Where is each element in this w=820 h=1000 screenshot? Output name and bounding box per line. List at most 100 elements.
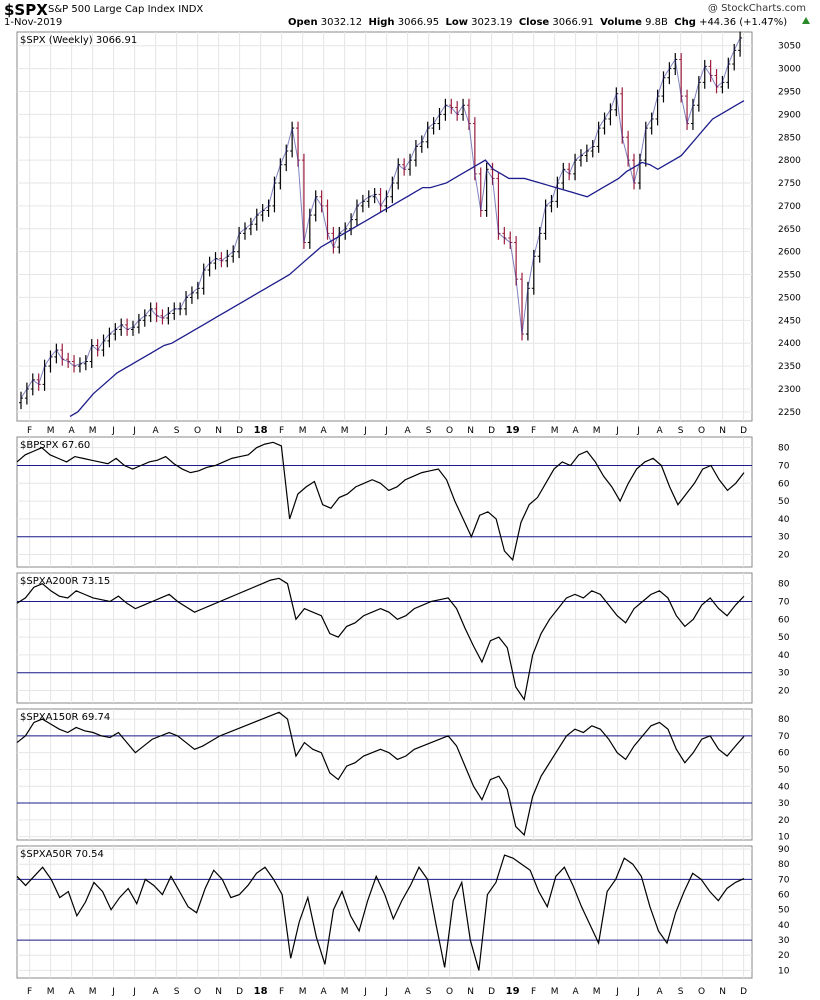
y-tick-label: 2550	[778, 271, 801, 281]
x-tick-label: A	[657, 426, 664, 436]
x-tick-label: A	[321, 987, 328, 997]
x-tick-label: F	[279, 426, 284, 436]
indicator-line	[16, 441, 745, 562]
x-tick-label: J	[615, 987, 619, 997]
x-tick-label: D	[488, 987, 495, 997]
panel-label: $BPSPX 67.60	[20, 440, 90, 451]
x-tick-label: D	[236, 987, 243, 997]
x-tick-label: N	[215, 987, 222, 997]
open-value: 3032.12	[320, 17, 363, 28]
y-tick-label: 80	[778, 580, 790, 590]
x-tick-label: N	[215, 426, 222, 436]
y-tick-label: 20	[778, 951, 790, 961]
indicator-line	[16, 577, 745, 701]
panel-frame	[16, 436, 753, 568]
x-tick-label: M	[341, 987, 349, 997]
x-tick-label: N	[719, 426, 726, 436]
price-close-line	[20, 37, 741, 399]
y-tick-label: 2350	[778, 362, 801, 372]
x-tick-label: J	[636, 987, 640, 997]
y-tick-label: 2250	[778, 408, 801, 418]
close-value: 3066.91	[552, 17, 594, 28]
y-tick-label: 30	[778, 799, 790, 809]
x-tick-label: A	[573, 987, 580, 997]
x-tick-label: J	[132, 426, 136, 436]
security-name: S&P 500 Large Cap Index INDX	[48, 4, 204, 15]
y-tick-label: 2300	[778, 385, 801, 395]
open-label: Open	[288, 17, 318, 28]
x-tick-label: M	[593, 426, 601, 436]
x-tick-label: D	[488, 426, 495, 436]
y-tick-label: 20	[778, 551, 790, 561]
x-tick-label: M	[299, 426, 307, 436]
y-tick-label: 20	[778, 816, 790, 826]
y-tick-label: 2800	[778, 156, 801, 166]
y-tick-label: 80	[778, 715, 790, 725]
up-arrow-icon	[802, 17, 810, 24]
y-tick-label: 90	[778, 845, 790, 855]
x-tick-label: M	[551, 426, 559, 436]
y-tick-label: 50	[778, 765, 790, 775]
y-tick-label: 3050	[778, 42, 801, 52]
y-tick-label: 60	[778, 749, 790, 759]
y-tick-label: 2850	[778, 133, 801, 143]
x-tick-label: J	[132, 987, 136, 997]
x-tick-label: A	[657, 987, 664, 997]
y-tick-label: 50	[778, 497, 790, 507]
x-tick-label: A	[405, 987, 412, 997]
high-value: 3066.95	[397, 17, 440, 28]
y-tick-label: 2400	[778, 339, 801, 349]
chart-header: $SPX S&P 500 Large Cap Index INDX 1-Nov-…	[0, 0, 820, 32]
x-tick-label: O	[446, 426, 453, 436]
x-tick-label: O	[194, 426, 201, 436]
y-tick-label: 10	[778, 966, 790, 976]
y-tick-label: 60	[778, 615, 790, 625]
y-tick-label: 3000	[778, 65, 801, 75]
brand-logo[interactable]: @ StockCharts.com	[707, 3, 806, 14]
y-tick-label: 20	[778, 687, 790, 697]
x-tick-label: J	[363, 987, 367, 997]
y-tick-label: 2450	[778, 316, 801, 326]
chg-value: +44.36 (+1.47%)	[699, 17, 788, 28]
x-tick-label: N	[719, 987, 726, 997]
x-tick-label: S	[174, 426, 180, 436]
x-tick-label: 18	[254, 986, 268, 997]
y-tick-label: 30	[778, 669, 790, 679]
x-tick-label: N	[467, 987, 474, 997]
x-tick-label: D	[740, 426, 747, 436]
x-tick-label: O	[194, 987, 201, 997]
y-tick-label: 50	[778, 633, 790, 643]
x-tick-label: S	[678, 987, 684, 997]
x-tick-label: 18	[254, 425, 268, 436]
x-tick-label: O	[698, 426, 705, 436]
x-tick-label: N	[467, 426, 474, 436]
indicator-line	[16, 711, 745, 837]
x-tick-label: J	[636, 426, 640, 436]
x-tick-label: D	[740, 987, 747, 997]
quote-date: 1-Nov-2019	[4, 17, 63, 28]
y-tick-label: 40	[778, 651, 790, 661]
panel-frame	[16, 845, 753, 979]
x-tick-label: O	[698, 987, 705, 997]
x-tick-label: M	[89, 987, 97, 997]
x-tick-label: J	[111, 987, 115, 997]
x-tick-label: F	[27, 987, 32, 997]
x-tick-label: F	[531, 426, 536, 436]
x-tick-label: A	[321, 426, 328, 436]
y-tick-label: 60	[778, 479, 790, 489]
y-tick-label: 2650	[778, 225, 801, 235]
y-tick-label: 80	[778, 860, 790, 870]
y-tick-label: 2500	[778, 293, 801, 303]
y-tick-label: 2900	[778, 110, 801, 120]
quote-line: Open 3032.12 High 3066.95 Low 3023.19 Cl…	[288, 17, 787, 28]
y-tick-label: 50	[778, 906, 790, 916]
close-label: Close	[518, 17, 550, 28]
x-tick-label: 19	[506, 986, 520, 997]
x-tick-label: F	[279, 987, 284, 997]
x-tick-label: F	[531, 987, 536, 997]
low-value: 3023.19	[471, 17, 513, 28]
x-tick-label: M	[593, 987, 601, 997]
y-tick-label: 10	[778, 833, 790, 843]
y-tick-label: 70	[778, 461, 790, 471]
